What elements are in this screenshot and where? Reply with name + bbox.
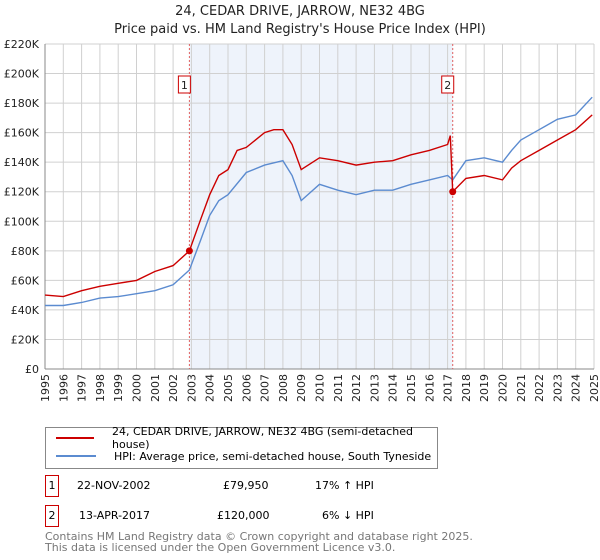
- sale-marker-label: 2: [444, 79, 451, 92]
- x-tick-label: 2023: [551, 374, 564, 402]
- y-tick-label: £20K: [11, 333, 40, 346]
- sale-price: £79,950: [223, 479, 269, 492]
- y-tick-label: £60K: [11, 274, 40, 287]
- x-tick-label: 2013: [368, 374, 381, 402]
- x-tick-label: 2010: [314, 374, 327, 402]
- sale-date: 22-NOV-2002: [77, 479, 151, 492]
- x-tick-label: 2004: [204, 374, 217, 402]
- x-tick-label: 2012: [350, 374, 363, 402]
- legend-item-property: 24, CEDAR DRIVE, JARROW, NE32 4BG (semi-…: [56, 425, 437, 451]
- chart-subtitle: Price paid vs. HM Land Registry's House …: [114, 22, 486, 37]
- sale-marker-label: 1: [181, 79, 188, 92]
- y-tick-label: £220K: [4, 38, 40, 51]
- transaction-row: 2 13-APR-2017 £120,000 6% ↓ HPI: [45, 505, 445, 527]
- hpi-line: [45, 96, 593, 307]
- legend-label: 24, CEDAR DRIVE, JARROW, NE32 4BG (semi-…: [112, 425, 413, 451]
- x-tick-label: 1999: [112, 374, 125, 402]
- marker-badge: 1: [45, 475, 59, 497]
- marker-badge: 2: [45, 505, 59, 527]
- sale-point: [449, 188, 457, 196]
- sale-date: 13-APR-2017: [79, 509, 151, 522]
- x-tick-label: 1998: [94, 374, 107, 402]
- property-price-line: [44, 114, 593, 298]
- legend-label: HPI: Average price, semi-detached house,…: [114, 449, 432, 463]
- x-tick-label: 2019: [478, 374, 491, 402]
- x-tick-label: 2020: [497, 374, 510, 402]
- x-tick-label: 2024: [570, 374, 583, 402]
- sale-marker-box: [177, 75, 191, 94]
- y-tick-label: £160K: [4, 127, 40, 140]
- x-tick-label: 2022: [533, 374, 546, 402]
- x-tick-label: 1997: [76, 374, 89, 402]
- y-tick-label: £120K: [4, 186, 40, 199]
- x-tick-label: 2000: [131, 374, 144, 402]
- legend-swatch-red: [56, 437, 95, 439]
- footer-line: This data is licensed under the Open Gov…: [45, 541, 396, 554]
- x-tick-label: 2016: [423, 374, 436, 402]
- x-tick-label: 2017: [442, 374, 455, 402]
- hpi-delta: 17% ↑ HPI: [315, 479, 374, 492]
- x-tick-label: 2018: [460, 374, 473, 402]
- legend-swatch-blue: [56, 455, 96, 457]
- y-tick-label: £80K: [11, 245, 40, 258]
- y-tick-label: £100K: [4, 215, 40, 228]
- x-tick-label: 2008: [277, 374, 290, 402]
- x-tick-label: 2002: [167, 374, 180, 402]
- transaction-row: 1 22-NOV-2002 £79,950 17% ↑ HPI: [45, 475, 445, 497]
- chart-title: 24, CEDAR DRIVE, JARROW, NE32 4BG: [175, 4, 425, 19]
- sale-point: [185, 247, 193, 255]
- x-tick-label: 2011: [332, 374, 345, 402]
- ownership-shade: [189, 44, 453, 369]
- x-tick-label: 2003: [185, 374, 198, 402]
- x-tick-label: 1995: [39, 374, 52, 402]
- y-tick-label: £180K: [4, 97, 40, 110]
- legend: 24, CEDAR DRIVE, JARROW, NE32 4BG (semi-…: [45, 425, 438, 469]
- x-tick-label: 2007: [259, 374, 272, 402]
- hpi-delta: 6% ↓ HPI: [322, 509, 374, 522]
- y-tick-label: £0: [25, 363, 39, 376]
- x-tick-label: 2025: [588, 374, 600, 402]
- x-tick-label: 2006: [240, 374, 253, 402]
- x-tick-label: 2001: [149, 374, 162, 402]
- legend-item-hpi: HPI: Average price, semi-detached house,…: [56, 447, 431, 465]
- y-tick-label: £200K: [4, 68, 40, 81]
- price-chart: 1995 1996 1997 1998 1999 2000 2001 2002 2003 2004…: [4, 38, 600, 402]
- sale-price: £120,000: [217, 509, 270, 522]
- x-tick-label: 2014: [387, 374, 400, 402]
- footer: Contains HM Land Registry data © Crown c…: [45, 531, 473, 553]
- x-tick-label: 2005: [222, 374, 235, 402]
- x-tick-label: 2015: [405, 374, 418, 402]
- y-tick-label: £140K: [4, 156, 40, 169]
- footer-line: Contains HM Land Registry data © Crown c…: [45, 530, 473, 543]
- x-tick-label: 2009: [295, 374, 308, 402]
- x-tick-label: 2021: [515, 374, 528, 402]
- sale-marker-box: [441, 75, 455, 94]
- x-tick-label: 1996: [57, 374, 70, 402]
- y-tick-label: £40K: [11, 304, 40, 317]
